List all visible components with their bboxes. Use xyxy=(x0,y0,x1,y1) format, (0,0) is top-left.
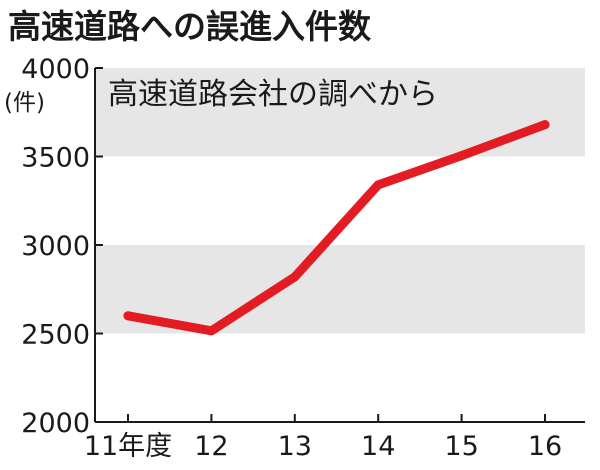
y-tick-label: 3500 xyxy=(21,143,90,174)
x-tick-labels: 11年度 12 13 14 15 16 xyxy=(84,431,562,462)
x-tick-label: 15 xyxy=(444,431,478,462)
data-point xyxy=(457,151,467,161)
data-point xyxy=(123,311,133,321)
y-tick-label: 2500 xyxy=(21,320,90,351)
chart-title: 高速道路への誤進入件数 xyxy=(8,7,372,46)
data-point xyxy=(206,326,216,336)
axes xyxy=(94,67,585,423)
x-tick-label: 11年度 xyxy=(84,431,172,462)
data-point xyxy=(540,120,550,130)
series-layer xyxy=(123,120,550,336)
source-annotation: 高速道路会社の調べから xyxy=(108,77,438,112)
background-band-0 xyxy=(95,245,585,334)
x-tick-label: 14 xyxy=(361,431,395,462)
y-tick-label: 4000 xyxy=(21,54,90,85)
data-point xyxy=(373,180,383,190)
background-bands xyxy=(95,68,585,334)
y-tick-labels: 2000 2500 3000 3500 4000 xyxy=(21,54,90,439)
y-tick-label: 2000 xyxy=(21,408,90,439)
y-axis-unit: (件) xyxy=(4,90,45,116)
x-tick-label: 16 xyxy=(528,431,562,462)
data-point xyxy=(290,272,300,282)
series-line-0 xyxy=(123,120,550,336)
x-tick-label: 12 xyxy=(194,431,228,462)
y-tick-label: 3000 xyxy=(21,231,90,262)
x-tick-label: 13 xyxy=(278,431,312,462)
